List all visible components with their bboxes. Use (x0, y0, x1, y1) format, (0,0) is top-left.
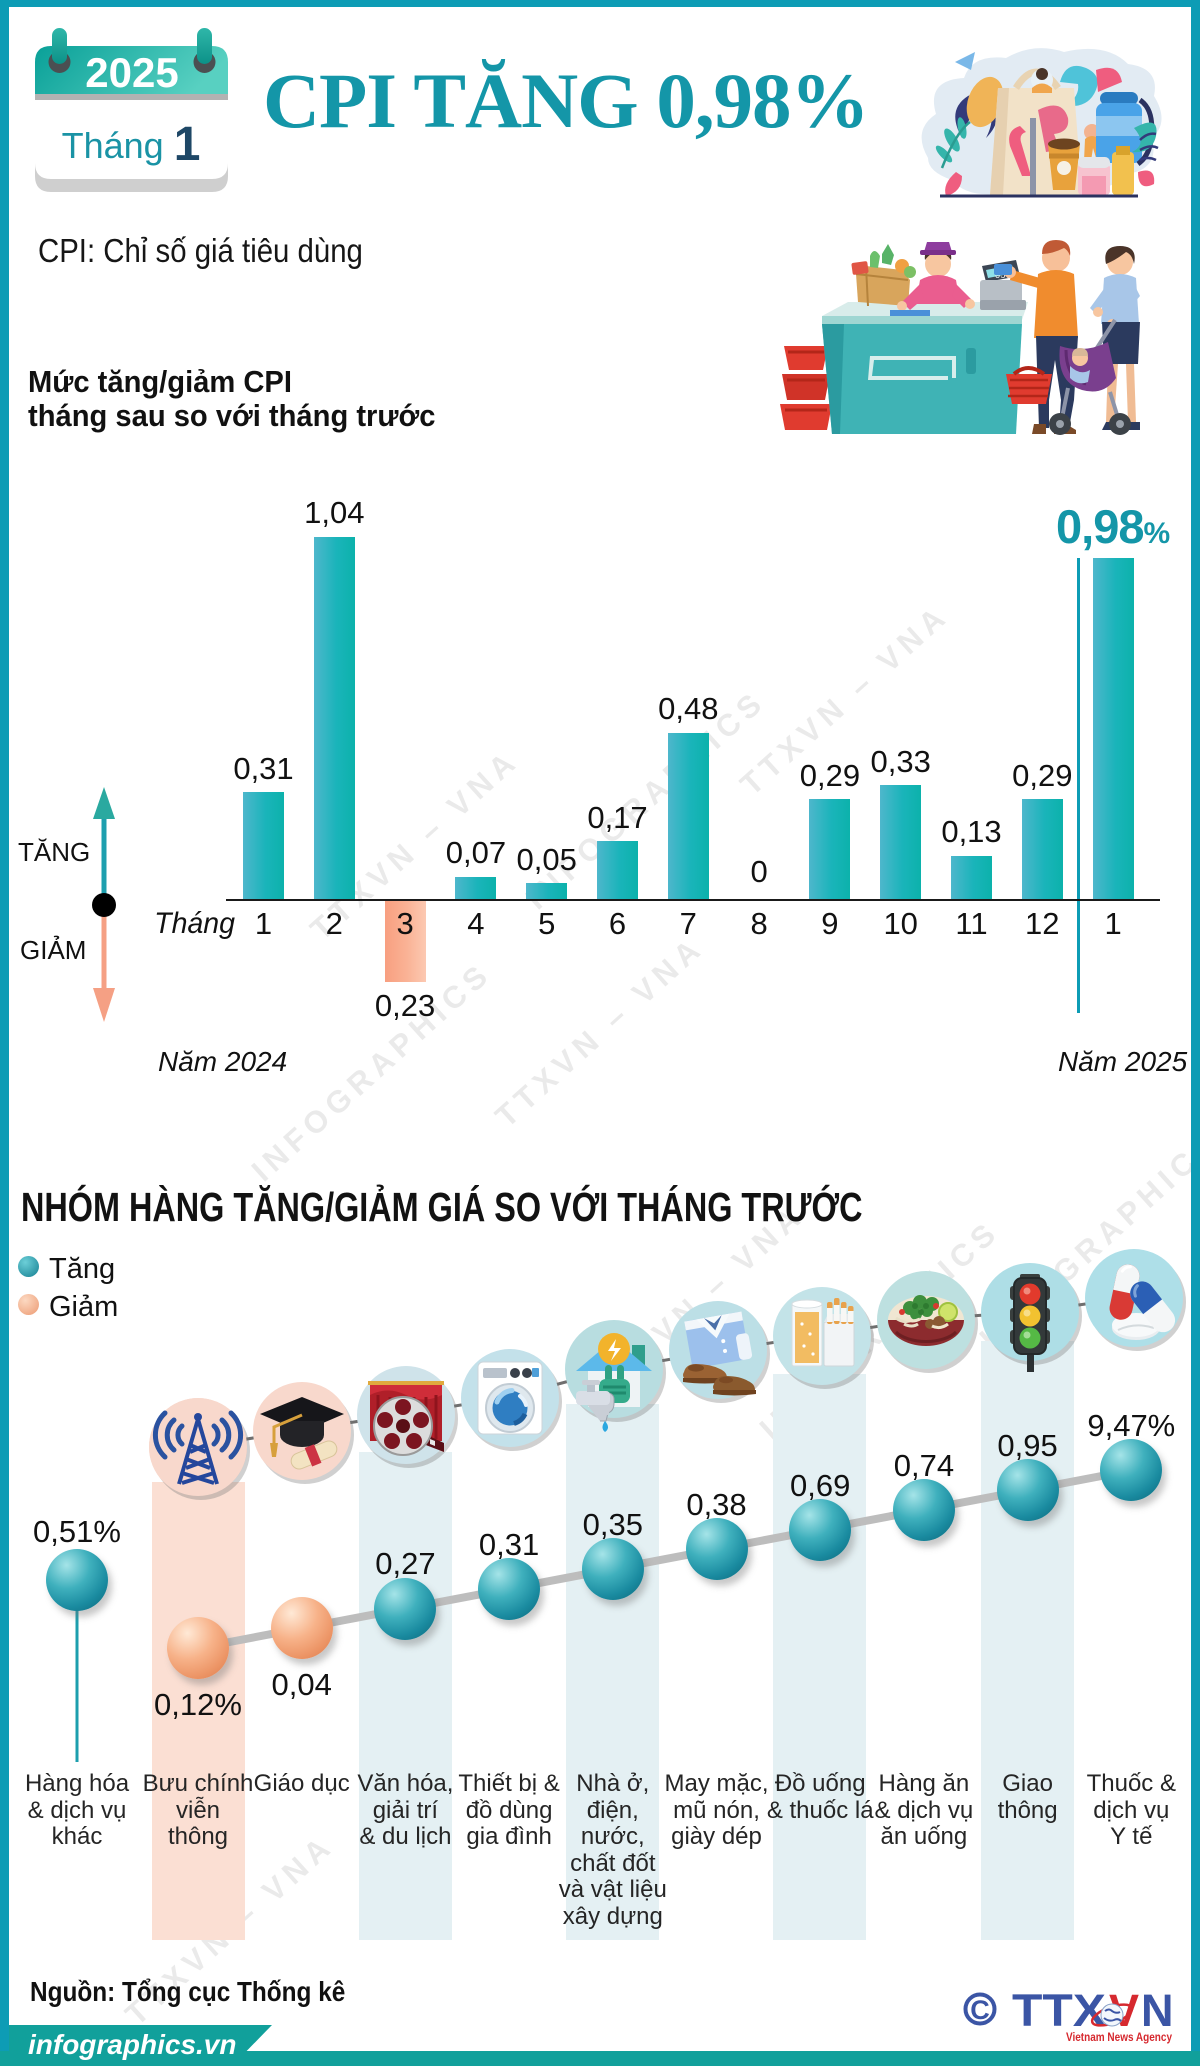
svg-text:C: C (970, 1995, 990, 2025)
svg-text:N: N (1141, 1985, 1174, 2036)
svg-text:TTX: TTX (1012, 1985, 1106, 2036)
svg-text:050: 050 (995, 271, 1011, 281)
svg-text:Tháng 1: Tháng 1 (62, 118, 201, 171)
svg-text:2025: 2025 (85, 49, 178, 96)
svg-text:Vietnam News Agency: Vietnam News Agency (1066, 2030, 1172, 2044)
